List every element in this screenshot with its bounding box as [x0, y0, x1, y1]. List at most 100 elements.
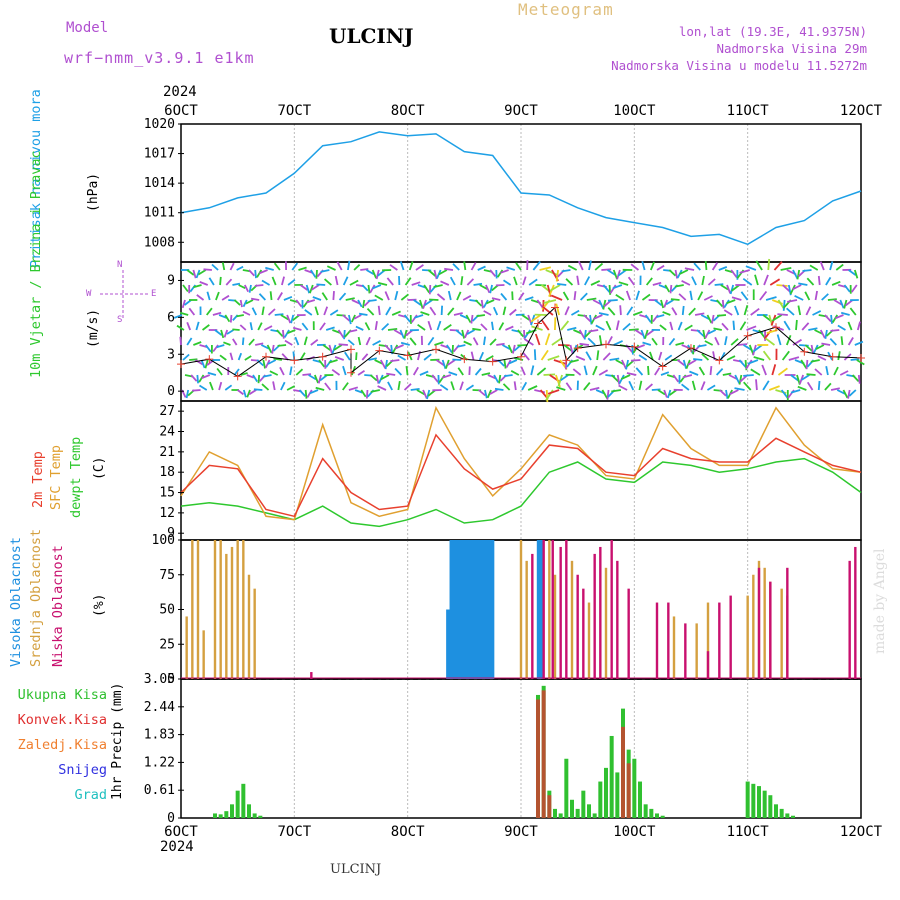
wind-arrow — [328, 344, 333, 354]
wind-arrow — [596, 350, 600, 361]
wind-arrow — [667, 389, 672, 399]
wind-arrow — [590, 280, 601, 286]
wind-arrow — [372, 340, 381, 346]
wind-arrow — [602, 352, 611, 361]
wind-arrow — [659, 324, 667, 331]
wind-arrow — [489, 269, 497, 277]
wind-arrow — [384, 359, 388, 370]
wind-arrow — [583, 382, 591, 391]
wind-arrow — [354, 389, 363, 394]
wind-arrow — [186, 321, 192, 331]
cloud-bar — [456, 540, 461, 679]
wind-gust-mark — [857, 353, 865, 362]
x-tick-label-top: 9OCT — [504, 103, 538, 119]
wind-arrow — [755, 379, 758, 391]
wind-arrow — [725, 389, 729, 399]
wind-arrow — [777, 367, 788, 376]
precip-bar — [762, 790, 767, 818]
wind-arrow — [726, 284, 732, 294]
wind-arrow — [258, 293, 267, 301]
wind-arrow — [337, 329, 345, 339]
wind-arrow — [622, 322, 631, 331]
wind-arrow — [304, 389, 308, 399]
wind-arrow — [583, 329, 587, 340]
wind-arrow — [214, 329, 223, 336]
wind-arrow — [483, 310, 492, 316]
wind-arrow — [179, 311, 189, 316]
page-title: ULCINJ — [329, 24, 414, 48]
wind-arrow — [621, 359, 627, 370]
wind-arrow — [830, 314, 833, 324]
wind-arrow — [229, 352, 234, 361]
wind-arrow — [635, 344, 645, 349]
precip-bar — [655, 813, 659, 818]
wind-arrow — [571, 309, 580, 316]
wind-arrow — [309, 389, 319, 395]
wind-arrow — [586, 297, 597, 301]
wind-arrow — [781, 350, 790, 361]
wind-arrow — [738, 359, 747, 368]
wind-arrow — [271, 344, 275, 354]
wind-arrow — [455, 329, 464, 337]
wind-arrow — [674, 269, 678, 279]
wind-arrow — [212, 311, 222, 316]
wind-arrow — [333, 344, 343, 351]
wind-arrow — [427, 269, 436, 277]
wind-arrow — [687, 359, 697, 366]
wind-arrow — [199, 384, 208, 391]
wind-arrow — [606, 389, 610, 400]
cloud-bar — [729, 595, 732, 679]
wind-arrow — [847, 389, 851, 399]
wind-arrow — [274, 313, 284, 316]
wind-arrow — [553, 359, 567, 365]
wind-arrow — [393, 329, 403, 336]
wind-arrow — [460, 276, 464, 286]
wind-arrow — [703, 295, 713, 301]
wind-arrow — [291, 262, 299, 271]
wind-arrow — [815, 344, 825, 350]
y-tick-label: 21 — [159, 445, 175, 460]
precip-bar — [213, 813, 217, 818]
cloud-bar — [655, 602, 659, 679]
wind-arrow — [521, 381, 528, 391]
precip-bar — [564, 758, 569, 818]
wind-arrow — [607, 299, 618, 302]
wind-arrow — [817, 380, 821, 391]
wind-arrow — [830, 329, 840, 332]
wind-arrow — [794, 294, 804, 301]
wind-arrow — [522, 351, 530, 361]
wind-arrow — [798, 282, 808, 286]
wind-arrow — [487, 374, 496, 380]
precip-bar — [779, 808, 784, 818]
cloud-bar — [593, 553, 596, 679]
precip-bar — [258, 815, 263, 818]
wind-arrow — [448, 371, 458, 376]
wind-arrow — [578, 329, 586, 339]
wind-arrow — [384, 344, 393, 353]
wind-arrow — [513, 381, 517, 391]
wind-arrow — [264, 359, 271, 369]
wind-arrow — [419, 299, 424, 309]
wind-arrow — [684, 267, 695, 271]
wind-arrow — [305, 284, 311, 294]
wind-arrow — [189, 284, 197, 293]
wind-arrow — [556, 283, 567, 286]
wind-arrow — [211, 263, 219, 271]
wind-arrow — [233, 299, 241, 306]
wind-arrow — [232, 338, 238, 346]
wind-arrow — [244, 355, 252, 361]
wind-arrow — [459, 314, 469, 320]
wind-arrow — [711, 314, 715, 324]
wind-arrow — [261, 279, 271, 286]
precip-bar — [541, 690, 546, 818]
wind-arrow — [215, 291, 220, 301]
wind-arrow — [182, 353, 190, 361]
wind-arrow — [808, 327, 818, 331]
wind-arrow — [429, 298, 439, 301]
wind-arrow — [618, 384, 628, 391]
wind-arrow — [248, 269, 255, 277]
cloud-bar — [230, 546, 234, 679]
wind-arrow — [802, 269, 812, 272]
wind-arrow — [420, 311, 430, 316]
wind-arrow — [479, 284, 488, 290]
